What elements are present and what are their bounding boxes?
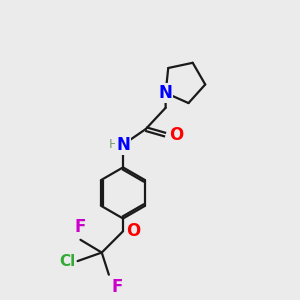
Text: F: F [112,278,123,296]
Text: O: O [126,222,141,240]
Text: N: N [159,84,172,102]
Text: F: F [75,218,86,236]
Text: N: N [116,136,130,154]
Text: O: O [169,126,183,144]
Text: Cl: Cl [59,254,75,268]
Text: H: H [109,138,118,151]
